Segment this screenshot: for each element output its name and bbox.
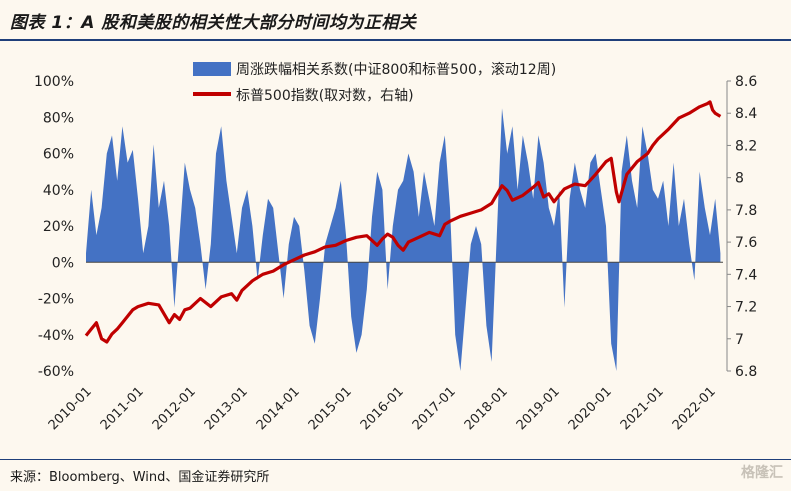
right-tick-label: 7 bbox=[735, 332, 744, 348]
x-tick-label: 2010-01 bbox=[46, 384, 95, 433]
right-tick-label: 7.8 bbox=[735, 203, 757, 219]
right-tick-label: 8.2 bbox=[735, 138, 757, 154]
chart: 100% 80% 60% 40% 20% 0% -20% -40% -60% 8.6 8.4 8.2… bbox=[34, 61, 757, 433]
title-divider bbox=[0, 39, 791, 41]
x-tick-label: 2021-01 bbox=[618, 384, 667, 433]
x-tick-label: 2012-01 bbox=[150, 384, 199, 433]
x-tick-label: 2011-01 bbox=[98, 384, 147, 433]
left-axis-ticks: 100% 80% 60% 40% 20% 0% -20% -40% -60% bbox=[34, 74, 74, 380]
right-tick-label: 7.2 bbox=[735, 300, 757, 316]
x-tick-label: 2015-01 bbox=[306, 384, 355, 433]
left-tick-label: -40% bbox=[38, 328, 74, 344]
legend: 周涨跌幅相关系数(中证800和标普500，滚动12周) 标普500指数(取对数，… bbox=[193, 61, 556, 104]
x-tick-label: 2022-01 bbox=[670, 384, 719, 433]
right-tick-label: 7.6 bbox=[735, 235, 757, 251]
x-tick-label: 2019-01 bbox=[514, 384, 563, 433]
page-title: 图表 1：A 股和美股的相关性大部分时间均为正相关 bbox=[10, 13, 417, 33]
left-tick-label: -60% bbox=[38, 364, 74, 380]
left-tick-label: 20% bbox=[43, 219, 74, 235]
legend-area-label: 周涨跌幅相关系数(中证800和标普500，滚动12周) bbox=[236, 61, 556, 78]
right-tick-label: 8.6 bbox=[735, 74, 757, 90]
right-axis-ticks: 8.6 8.4 8.2 8 7.8 7.6 7.4 7.2 7 6.8 bbox=[726, 74, 757, 380]
correlation-area-series bbox=[86, 108, 721, 371]
x-tick-label: 2016-01 bbox=[358, 384, 407, 433]
left-tick-label: 0% bbox=[52, 255, 74, 271]
watermark-logo: 格隆汇 bbox=[741, 465, 783, 481]
right-tick-label: 8.4 bbox=[735, 106, 757, 122]
left-tick-label: -20% bbox=[38, 292, 74, 308]
left-tick-label: 40% bbox=[43, 183, 74, 199]
source-note: 来源：Bloomberg、Wind、国金证券研究所 bbox=[10, 470, 270, 485]
footer-divider bbox=[0, 459, 791, 460]
legend-line-label: 标普500指数(取对数，右轴) bbox=[236, 88, 414, 104]
correlation-area bbox=[86, 108, 721, 371]
left-tick-label: 80% bbox=[43, 110, 74, 126]
right-tick-label: 7.4 bbox=[735, 267, 757, 283]
x-tick-label: 2014-01 bbox=[254, 384, 303, 433]
sp500-line bbox=[84, 100, 722, 344]
x-tick-label: 2020-01 bbox=[566, 384, 615, 433]
right-tick-label: 6.8 bbox=[735, 364, 757, 380]
x-tick-label: 2018-01 bbox=[462, 384, 511, 433]
sp500-line-series bbox=[84, 100, 722, 344]
x-axis-ticks: 2010-01 2011-01 2012-01 2013-01 2014-01 2015-… bbox=[46, 384, 719, 433]
left-tick-label: 60% bbox=[43, 147, 74, 163]
x-tick-label: 2013-01 bbox=[202, 384, 251, 433]
legend-area-swatch bbox=[193, 62, 231, 76]
x-tick-label: 2017-01 bbox=[410, 384, 459, 433]
right-tick-label: 8 bbox=[735, 171, 744, 187]
left-tick-label: 100% bbox=[34, 74, 74, 90]
